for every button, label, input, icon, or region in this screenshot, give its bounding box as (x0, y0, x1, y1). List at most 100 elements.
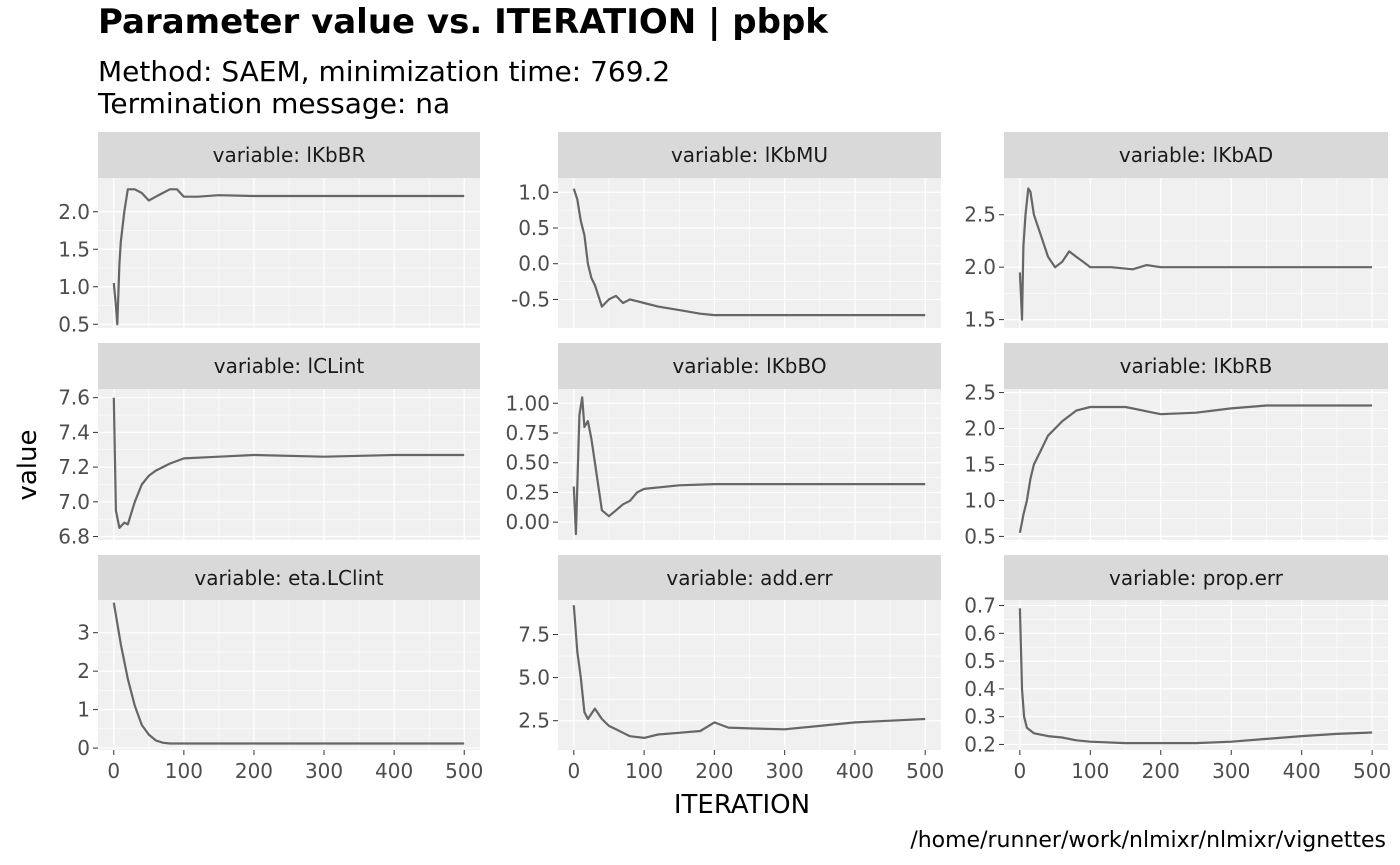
facet-strip (1004, 132, 1388, 178)
facet-strip (98, 343, 480, 389)
y-tick-label: 0.5 (964, 649, 996, 673)
y-tick-label: 6.8 (58, 525, 90, 549)
y-tick-label: 0 (77, 736, 90, 760)
y-tick-label: 5.0 (518, 666, 550, 690)
facet-strip (1004, 555, 1388, 600)
x-tick-label: 300 (1212, 759, 1250, 783)
y-tick-label: 0.5 (518, 216, 550, 240)
series-line (112, 397, 465, 529)
y-tick-label: 7.0 (58, 490, 90, 514)
y-tick-label: 1.0 (58, 275, 90, 299)
y-tick-label: 2.5 (964, 381, 996, 405)
y-tick-label: 2.0 (964, 417, 996, 441)
facet-strip-label: variable: lKbRB (1120, 354, 1273, 378)
x-tick-label: 100 (165, 759, 203, 783)
y-tick-label: -0.5 (511, 287, 550, 311)
series-line (112, 188, 465, 326)
x-tick-label: 200 (235, 759, 273, 783)
y-tick-label: 2 (77, 659, 90, 683)
y-tick-label: 2.0 (964, 255, 996, 279)
y-tick-label: 0.5 (964, 524, 996, 548)
x-tick-label: 0 (1013, 759, 1026, 783)
facet-strip-label: variable: lKbBO (672, 354, 826, 378)
y-tick-label: 0.25 (505, 480, 550, 504)
facet-strip-label: variable: lKbMU (671, 143, 828, 167)
facet-strip (98, 132, 480, 178)
y-tick-label: 0.7 (964, 594, 996, 618)
chart-title: Parameter value vs. ITERATION | pbpk (98, 2, 828, 42)
series-line (572, 605, 926, 739)
x-tick-label: 0 (567, 759, 580, 783)
y-tick-label: 7.5 (518, 622, 550, 646)
y-tick-label: 0.3 (964, 705, 996, 729)
y-tick-label: 1.00 (505, 391, 550, 415)
y-tick-label: 0.6 (964, 621, 996, 645)
x-tick-label: 100 (625, 759, 663, 783)
chart-subtitle-termination: Termination message: na (98, 87, 451, 120)
facet-panel: variable: lKbBR 0.5 1.0 1.5 2.0 (58, 132, 480, 336)
facet-panel: variable: eta.LClint 0 1 2 3 0 100 200 300 400 500 (77, 555, 483, 783)
x-tick-label: 400 (375, 759, 413, 783)
facet-strip-label: variable: eta.LClint (194, 566, 383, 590)
series-line (1018, 187, 1373, 321)
y-tick-label: 1.5 (964, 308, 996, 332)
y-tick-label: 0.50 (505, 451, 550, 475)
y-axis-title: value (13, 429, 43, 500)
facet-panel: variable: add.err 2.5 5.0 7.5 0 100 200 300 400 5… (518, 555, 944, 783)
y-tick-label: 0.2 (964, 732, 996, 756)
facet-panel: variable: lCLint 6.8 7.0 7.2 7.4 7.6 (58, 343, 480, 549)
x-tick-label: 200 (695, 759, 733, 783)
facet-strip-label: variable: lKbBR (213, 143, 366, 167)
series-line (1018, 404, 1373, 534)
y-tick-label: 7.2 (58, 455, 90, 479)
y-tick-label: 0.0 (518, 252, 550, 276)
series-line (572, 396, 926, 536)
chart-caption: /home/runner/work/nlmixr/nlmixr/vignette… (910, 828, 1386, 853)
facet-strip (1004, 343, 1388, 389)
facet-panel: variable: lKbRB 0.5 1.0 1.5 2.0 2.5 (964, 343, 1388, 548)
x-tick-label: 400 (1283, 759, 1321, 783)
y-tick-label: 0.75 (505, 421, 550, 445)
chart-subtitle-method: Method: SAEM, minimization time: 769.2 (98, 55, 671, 88)
x-tick-label: 300 (766, 759, 804, 783)
x-tick-label: 300 (305, 759, 343, 783)
series-line (112, 602, 465, 745)
y-tick-label: 0.4 (964, 677, 996, 701)
facet-strip-label: variable: prop.err (1109, 566, 1284, 590)
facet-panel: variable: lKbMU -0.5 0.0 0.5 1.0 (511, 132, 941, 328)
facet-panel: variable: lKbBO 0.00 0.25 0.50 0.75 1.00 (505, 343, 941, 540)
y-tick-label: 7.6 (58, 386, 90, 410)
y-tick-label: 1 (77, 698, 90, 722)
x-tick-label: 500 (906, 759, 944, 783)
facet-strip-label: variable: lKbAD (1119, 143, 1273, 167)
x-tick-label: 0 (107, 759, 120, 783)
x-tick-label: 500 (1353, 759, 1391, 783)
y-tick-label: 2.5 (518, 709, 550, 733)
facet-strip (558, 132, 941, 178)
y-tick-label: 7.4 (58, 420, 90, 444)
facet-panel: variable: lKbAD 1.5 2.0 2.5 (964, 132, 1388, 332)
y-tick-label: 2.5 (964, 203, 996, 227)
facet-strip-label: variable: lCLint (214, 354, 365, 378)
y-tick-label: 0.5 (58, 312, 90, 336)
x-axis-title: ITERATION (674, 790, 810, 820)
y-tick-label: 1.0 (518, 180, 550, 204)
facet-strip (98, 555, 480, 600)
facet-strip (558, 343, 941, 389)
series-line (572, 188, 926, 317)
y-tick-label: 3 (77, 621, 90, 645)
series-line (1018, 608, 1373, 745)
x-tick-label: 400 (836, 759, 874, 783)
facet-strip (558, 555, 941, 600)
y-tick-label: 1.5 (964, 453, 996, 477)
x-tick-label: 500 (445, 759, 483, 783)
facet-panel: variable: prop.err 0.2 0.3 0.4 0.5 0.6 0.7 0 100… (964, 555, 1391, 783)
facet-strip-label: variable: add.err (666, 566, 833, 590)
y-tick-label: 0.00 (505, 510, 550, 534)
y-tick-label: 1.0 (964, 488, 996, 512)
y-tick-label: 2.0 (58, 200, 90, 224)
y-tick-label: 1.5 (58, 237, 90, 261)
x-tick-label: 200 (1142, 759, 1180, 783)
